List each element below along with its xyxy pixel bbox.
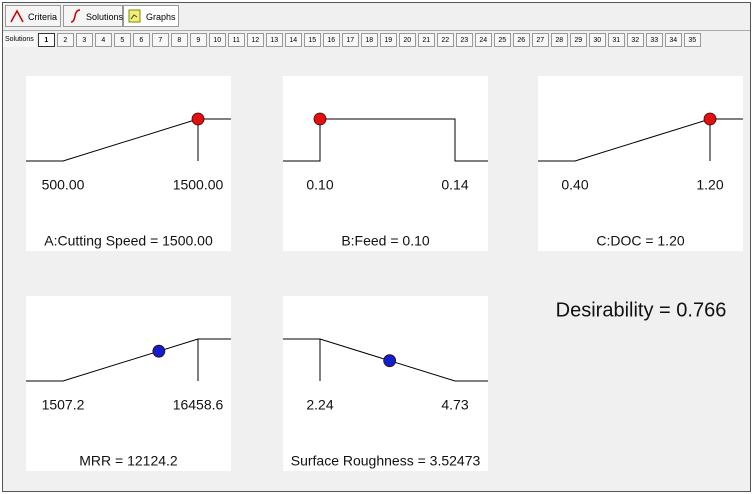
panel: [283, 76, 488, 251]
tab-graphs[interactable]: Graphs: [123, 5, 179, 27]
tab-label: Graphs: [146, 12, 176, 22]
caption: B:Feed = 0.10: [341, 233, 430, 249]
solution-tab[interactable]: 33: [645, 33, 663, 47]
desirability-curve: [26, 338, 231, 382]
low-label: 1507.2: [42, 397, 85, 413]
solutions-label: Solutions: [3, 33, 36, 47]
solutions-bar: Solutions 1 2 3 4 5 6 7 8 9 10 11 12 13 14 15 16 17 18 19 20…: [3, 33, 750, 49]
tab-solutions[interactable]: Solutions: [63, 5, 123, 27]
high-label: 1500.00: [173, 177, 224, 193]
solution-tab[interactable]: 11: [227, 33, 245, 47]
solution-tab[interactable]: 15: [303, 33, 321, 47]
panel: [283, 296, 488, 471]
desirability-curve: [538, 118, 743, 162]
solution-tab[interactable]: 20: [398, 33, 416, 47]
current-value: [383, 354, 397, 368]
solution-tab[interactable]: 26: [512, 33, 530, 47]
solution-tab[interactable]: 14: [284, 33, 302, 47]
low-label: 0.40: [561, 177, 588, 193]
graphs-area: 500.00 1500.00 A:Cutting Speed = 1500.00 0.…: [26, 76, 743, 471]
low-label: 500.00: [42, 177, 85, 193]
icon: [10, 9, 24, 23]
high-label: 1.20: [696, 177, 723, 193]
icon: [70, 9, 81, 23]
solution-tab[interactable]: 17: [341, 33, 359, 47]
solution-tab[interactable]: 8: [170, 33, 188, 47]
high-label: 16458.6: [173, 397, 224, 413]
tab-criteria[interactable]: Criteria: [5, 5, 61, 27]
icon: [128, 9, 141, 23]
solution-tab[interactable]: 3: [75, 33, 93, 47]
tab-label: Criteria: [28, 12, 58, 22]
solution-tab[interactable]: 18: [360, 33, 378, 47]
solution-tab[interactable]: 21: [417, 33, 435, 47]
tab-label: Solutions: [86, 12, 124, 22]
solution-tab[interactable]: 19: [379, 33, 397, 47]
panel: [538, 76, 743, 251]
solution-tab[interactable]: 16: [322, 33, 340, 47]
caption: A:Cutting Speed = 1500.00: [44, 233, 213, 249]
caption: C:DOC = 1.20: [596, 233, 685, 249]
current-value: [191, 112, 205, 126]
high-label: 0.14: [441, 177, 468, 193]
solution-tab[interactable]: 35: [683, 33, 701, 47]
solution-tab[interactable]: 6: [132, 33, 150, 47]
solution-tab[interactable]: 13: [265, 33, 283, 47]
solution-tab[interactable]: 7: [151, 33, 169, 47]
toolbar: Criteria Solutions Graphs: [3, 3, 750, 31]
solution-tab[interactable]: 22: [436, 33, 454, 47]
caption: Surface Roughness = 3.52473: [291, 453, 481, 469]
current-value: [703, 112, 717, 126]
solution-tab[interactable]: 12: [246, 33, 264, 47]
solution-tab[interactable]: 29: [569, 33, 587, 47]
current-value: [152, 344, 166, 358]
current-value: [313, 112, 327, 126]
desirability-curve: [283, 118, 488, 162]
solution-tab[interactable]: 23: [455, 33, 473, 47]
caption: MRR = 12124.2: [79, 453, 178, 469]
solution-tab[interactable]: 4: [94, 33, 112, 47]
desirability: Desirability = 0.766: [556, 299, 727, 321]
high-label: 4.73: [441, 397, 468, 413]
solution-tab[interactable]: 31: [607, 33, 625, 47]
solution-tab[interactable]: 9: [189, 33, 207, 47]
solution-tab[interactable]: 30: [588, 33, 606, 47]
solution-tab[interactable]: 34: [664, 33, 682, 47]
panel: [26, 76, 231, 251]
solution-tab[interactable]: 32: [626, 33, 644, 47]
solution-tab[interactable]: 1: [37, 33, 55, 47]
solution-tab[interactable]: 24: [474, 33, 492, 47]
low-label: 2.24: [306, 397, 333, 413]
desirability-curve: [26, 118, 231, 162]
solution-tab[interactable]: 10: [208, 33, 226, 47]
solution-tab[interactable]: 2: [56, 33, 74, 47]
solution-tab[interactable]: 5: [113, 33, 131, 47]
solution-tab[interactable]: 27: [531, 33, 549, 47]
solution-tab[interactable]: 25: [493, 33, 511, 47]
low-label: 0.10: [306, 177, 333, 193]
panel: [26, 296, 231, 471]
solution-tab[interactable]: 28: [550, 33, 568, 47]
